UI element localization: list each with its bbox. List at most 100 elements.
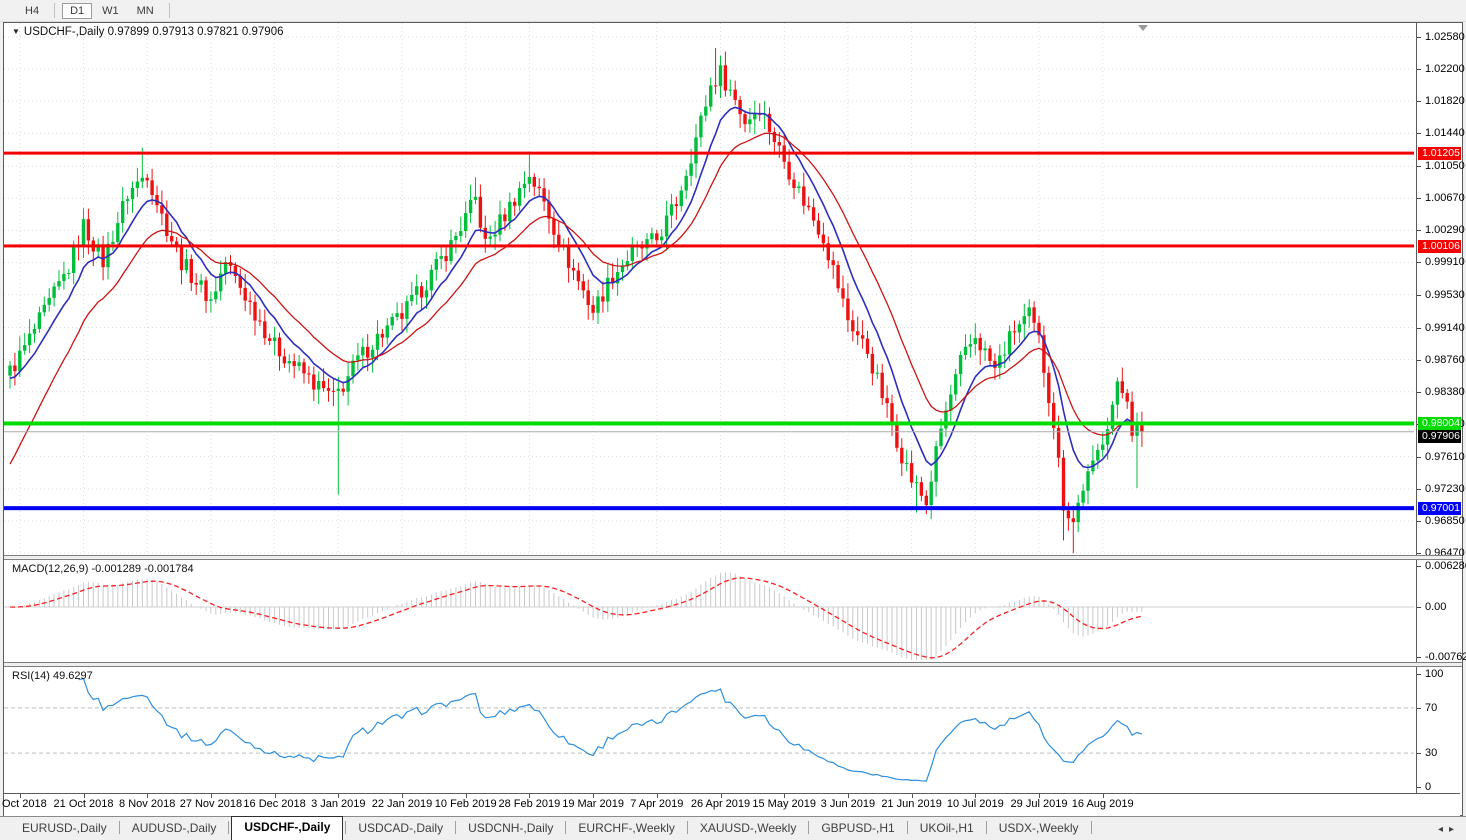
date-axis-tick	[338, 794, 340, 798]
rsi-label: RSI(14) 49.6297	[12, 670, 93, 682]
price-axis-tick	[1417, 674, 1421, 675]
price-axis-label: 30	[1425, 747, 1438, 760]
tab-separator	[985, 821, 987, 834]
date-axis-label: 10 Jul 2019	[946, 798, 1004, 810]
rsi-value: 49.6297	[52, 670, 93, 682]
horizontal-level-line	[4, 506, 1414, 511]
date-axis-tick	[1102, 794, 1104, 798]
date-axis-label: 7 Apr 2019	[630, 798, 684, 810]
macd-pane[interactable]: MACD(12,26,9) -0.001289 -0.001784	[4, 560, 1414, 662]
price-axis-label: 0.99910	[1425, 256, 1465, 269]
tab-separator	[228, 821, 230, 834]
price-axis-label: 0.97610	[1425, 450, 1465, 463]
price-axis-tick	[1417, 166, 1421, 168]
price-axis-label: -0.00762	[1425, 650, 1466, 663]
price-axis-label: 1.01820	[1425, 95, 1465, 108]
price-axis-tick	[1417, 566, 1421, 567]
price-axis-label: 1.00290	[1425, 224, 1465, 237]
chart-tab-ukoil-h1[interactable]: UKOil-,H1	[919, 821, 974, 835]
date-axis-label: 26 Apr 2019	[690, 798, 751, 810]
chart-tab-usdchf-daily[interactable]: USDCHF-,Daily	[231, 816, 344, 840]
pane-splitter[interactable]	[4, 662, 1462, 667]
timeframe-button-w1[interactable]: W1	[102, 4, 119, 17]
price-axis-tick	[1417, 787, 1421, 788]
chart-tab-usdcad-daily[interactable]: USDCAD-,Daily	[358, 821, 444, 835]
chart-title: ▼ USDCHF-,Daily 0.97899 0.97913 0.97821 0…	[12, 26, 284, 38]
price-axis-tick	[1417, 520, 1421, 522]
timeframe-button-d1[interactable]: D1	[62, 2, 93, 19]
price-axis-label: 0.98380	[1425, 385, 1465, 398]
macd-signal-line	[9, 577, 1143, 659]
date-axis-label: 19 Mar 2019	[562, 798, 624, 810]
price-axis-tick	[1417, 327, 1421, 329]
pane-splitter[interactable]	[4, 555, 1462, 560]
chart-tab-gbpusd-h1[interactable]: GBPUSD-,H1	[821, 821, 895, 835]
price-axis-label: 0	[1425, 781, 1432, 793]
date-axis-tick	[402, 794, 403, 798]
chart-tab-eurusd-daily[interactable]: EURUSD-,Daily	[22, 821, 107, 835]
price-axis-tick	[1417, 359, 1421, 361]
tab-separator	[118, 821, 120, 834]
price-axis-tick	[1417, 553, 1421, 554]
level-price-badge: 1.01205	[1418, 147, 1461, 161]
timeframe-button-mn[interactable]: MN	[136, 4, 154, 17]
date-axis-tick	[1039, 794, 1040, 798]
chart-tabs-bar: EURUSD-,Daily AUDUSD-,Daily USDCHF-,Daily U…	[0, 816, 1466, 840]
date-axis-tick	[274, 794, 276, 798]
tab-scroll-right-button[interactable]: ▸	[1448, 824, 1460, 835]
date-axis-tick	[911, 794, 913, 798]
tab-separator	[455, 821, 457, 834]
date-axis-label: 15 May 2019	[752, 798, 816, 810]
price-axis-label: 0.006286	[1425, 560, 1466, 572]
price-axis-label: 1.02580	[1425, 31, 1465, 43]
macd-values: -0.001289 -0.001784	[91, 563, 194, 575]
horizontal-level-line	[4, 151, 1414, 155]
date-axis-tick	[720, 794, 722, 798]
tab-separator	[808, 821, 810, 834]
price-axis-label: 1.01050	[1425, 160, 1465, 173]
price-axis-label: 0.97230	[1425, 482, 1465, 495]
tab-separator	[906, 821, 908, 834]
date-axis-tick	[465, 794, 467, 798]
price-axis-tick	[1417, 391, 1421, 393]
tab-scroll-left-button[interactable]: ◂	[1437, 824, 1449, 835]
date-axis-label: 3 Jun 2019	[820, 798, 876, 810]
price-axis-tick	[1417, 230, 1421, 232]
chart-tab-usdx-weekly[interactable]: USDX-,Weekly	[998, 821, 1079, 835]
tab-separator	[686, 821, 688, 834]
chart-tab-eurchf-weekly[interactable]: EURCHF-,Weekly	[578, 821, 675, 835]
date-axis-tick	[210, 794, 212, 798]
horizontal-level-line	[4, 421, 1414, 426]
chart-tab-audusd-daily[interactable]: AUDUSD-,Daily	[131, 821, 217, 835]
level-price-badge: 0.97001	[1418, 502, 1461, 516]
price-axis-label: 1.01440	[1425, 127, 1465, 140]
timeframe-button-h4[interactable]: H4	[25, 4, 40, 17]
price-axis-label: 100	[1425, 668, 1444, 680]
price-axis[interactable]: 1.02580 1.02200 1.01820 1.01440 1.01050 1.006…	[1416, 23, 1466, 793]
price-axis-tick	[1417, 656, 1421, 658]
date-axis-tick	[656, 794, 658, 798]
chart-tab-xauusd-weekly[interactable]: XAUUSD-,Weekly	[699, 821, 797, 835]
chart-tab-usdcnh-daily[interactable]: USDCNH-,Daily	[468, 821, 554, 835]
date-axis-label: 16 Aug 2019	[1071, 798, 1134, 810]
price-axis-label: 0.98760	[1425, 353, 1465, 366]
toolbar-separator	[168, 3, 170, 18]
price-axis-tick	[1417, 707, 1421, 709]
horizontal-level-line	[4, 244, 1414, 248]
rsi-pane[interactable]: RSI(14) 49.6297	[4, 667, 1414, 793]
tab-separator	[345, 821, 347, 834]
symbol-dropdown-icon[interactable]: ▼	[12, 27, 20, 36]
current-price-badge: 0.97906	[1418, 429, 1461, 443]
tab-scrollers: ◂▸	[1438, 824, 1460, 835]
price-axis-label: 0.99530	[1425, 288, 1465, 301]
price-axis-tick	[1417, 198, 1421, 200]
price-chart-pane[interactable]: ▼ USDCHF-,Daily 0.97899 0.97913 0.97821 0…	[4, 23, 1414, 555]
date-axis-label: 3 Jan 2019	[311, 798, 366, 810]
timeframe-toolbar: H4 D1 W1 MN	[0, 0, 1466, 22]
chart-ohlc-values: 0.97899 0.97913 0.97821 0.97906	[107, 26, 284, 38]
macd-label: MACD(12,26,9) -0.001289 -0.001784	[12, 563, 194, 575]
price-axis-tick	[1417, 753, 1421, 755]
price-axis-tick	[1417, 37, 1421, 38]
price-axis-tick	[1417, 69, 1421, 71]
